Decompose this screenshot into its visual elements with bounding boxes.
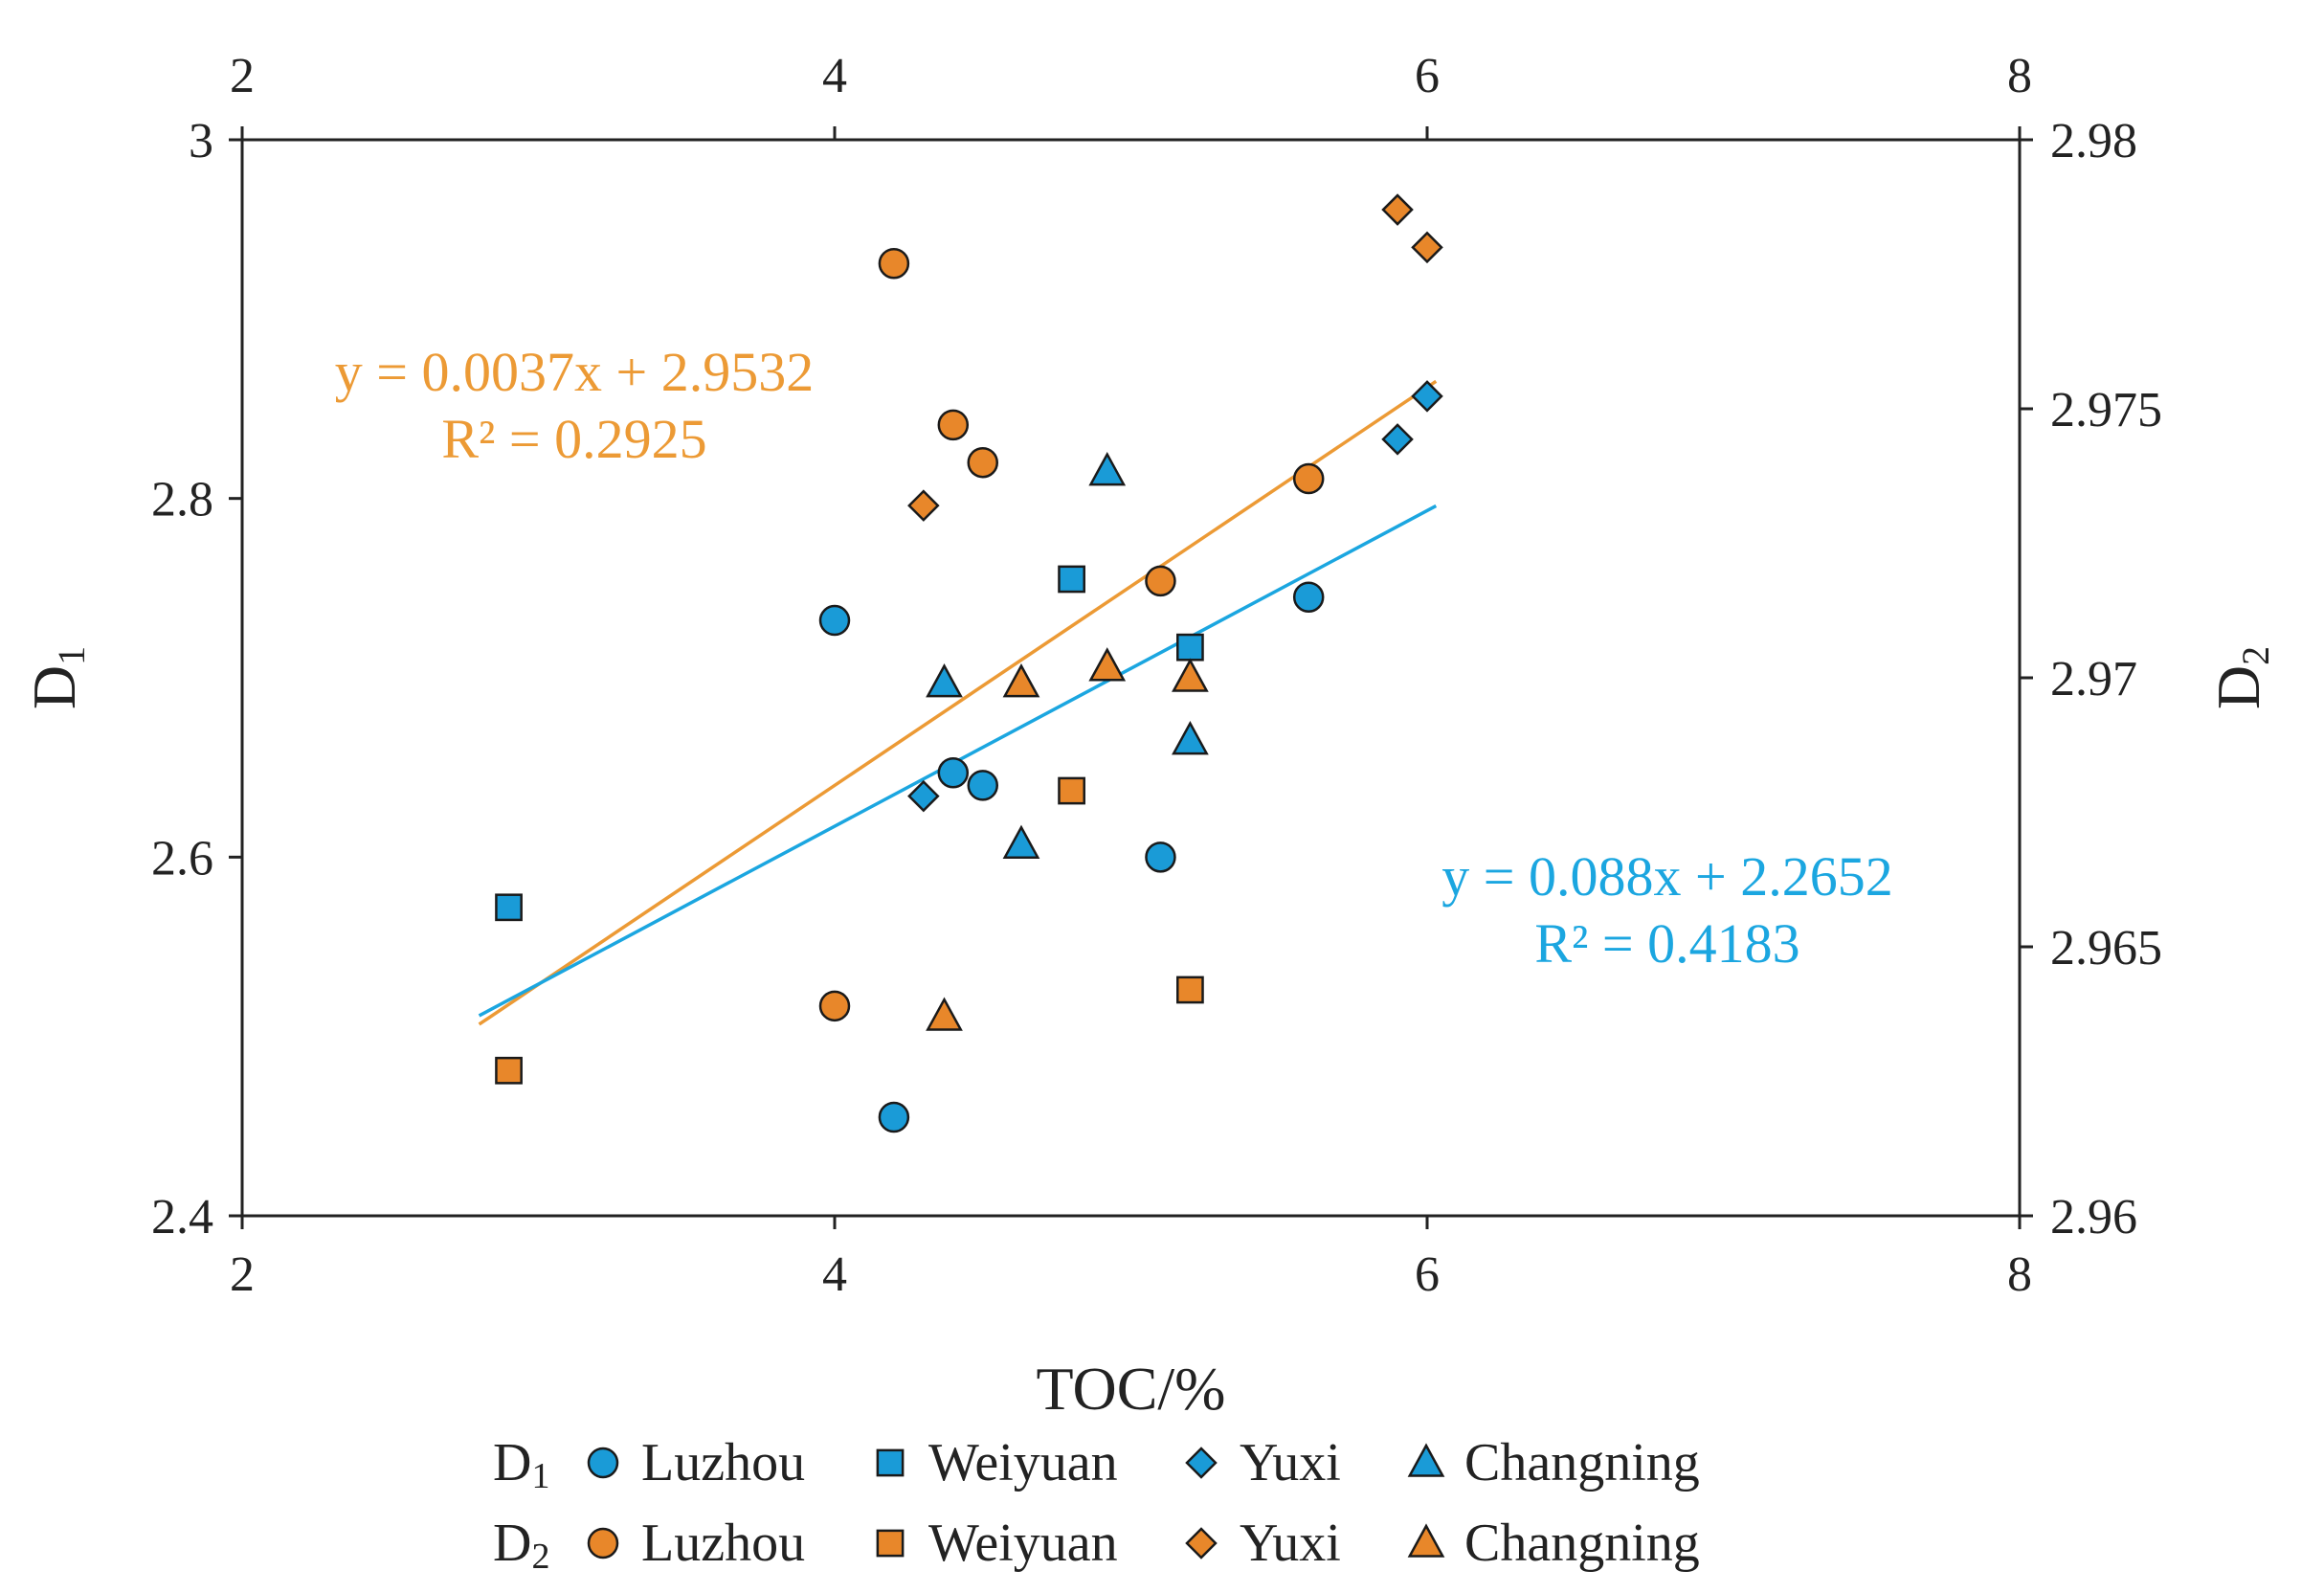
legend-marker-triangle — [1407, 1523, 1445, 1558]
point-d2-luzhou — [878, 248, 910, 280]
legend-item-label: Luzhou — [641, 1433, 805, 1492]
point-d2-luzhou — [937, 409, 970, 441]
point-d2-luzhou — [967, 446, 998, 479]
point-d2-yuxi — [1381, 193, 1414, 226]
point-d2-luzhou — [1145, 565, 1176, 597]
trend-equation-d2: y = 0.0037x + 2.9532 — [335, 341, 814, 403]
legend-marker-triangle — [1407, 1443, 1445, 1477]
point-d1-luzhou — [937, 757, 970, 789]
point-d2-yuxi — [1411, 231, 1443, 264]
y-left-axis-title-main: D — [20, 665, 88, 709]
point-d2-changning — [926, 997, 963, 1031]
legend-row-label: D1 — [493, 1433, 549, 1496]
legend-row-label: D2 — [493, 1514, 549, 1577]
trendline-d2 — [478, 379, 1438, 1026]
point-d1-weiyuan — [1058, 565, 1085, 594]
y-left-tick-label: 2.6 — [151, 831, 213, 886]
point-d2-changning — [1088, 647, 1127, 682]
legend-item-label: Weiyuan — [928, 1433, 1118, 1492]
point-d1-luzhou — [967, 770, 998, 801]
y-right-axis-title-sub: 2 — [2234, 646, 2277, 665]
y-left-axis-title: D1 — [20, 646, 93, 709]
point-d2-weiyuan — [495, 1056, 523, 1085]
legend-item-label: Luzhou — [641, 1514, 805, 1573]
point-d1-yuxi — [907, 779, 940, 813]
point-d1-yuxi — [1381, 423, 1414, 456]
legend-item-label: Yuxi — [1240, 1514, 1341, 1573]
x-tick-label-bottom: 6 — [1415, 1247, 1440, 1302]
point-d1-yuxi — [1411, 380, 1443, 413]
point-d2-yuxi — [907, 489, 940, 522]
y-right-axis-title-main: D — [2204, 665, 2272, 709]
legend-row-label-main: D — [493, 1433, 531, 1492]
legend-marker-square — [876, 1529, 905, 1558]
data-points — [495, 193, 1443, 1133]
point-d1-changning — [1002, 824, 1040, 859]
y-right-axis-title: D2 — [2204, 646, 2277, 709]
point-d1-weiyuan — [495, 893, 523, 922]
y-right-tick-label: 2.97 — [2050, 652, 2137, 707]
point-d1-luzhou — [818, 604, 851, 637]
legend-marker-square — [876, 1448, 905, 1477]
point-d2-changning — [1002, 663, 1040, 698]
point-d1-changning — [1172, 720, 1209, 755]
axis-labels: 2 2 4 4 6 6 8 8 2.4 2.6 2.8 3 2.96 2.965 2.97 2.975 2.98… — [20, 49, 2277, 1423]
y-right-tick-label: 2.96 — [2050, 1190, 2137, 1245]
legend-row-label-sub: 1 — [531, 1456, 549, 1496]
point-d1-weiyuan — [1176, 633, 1204, 662]
plot-frame — [229, 126, 2033, 1229]
x-tick-label-top: 6 — [1415, 49, 1440, 103]
y-left-tick-label: 3 — [189, 114, 213, 168]
point-d2-luzhou — [818, 990, 851, 1022]
x-tick-label-top: 8 — [2007, 49, 2032, 103]
legend-item-label: Yuxi — [1240, 1433, 1341, 1492]
y-left-tick-label: 2.4 — [151, 1190, 213, 1245]
y-right-tick-label: 2.975 — [2050, 383, 2162, 438]
legend-marker-circle — [587, 1527, 619, 1559]
y-right-tick-label: 2.98 — [2050, 114, 2137, 168]
x-tick-label-bottom: 4 — [822, 1247, 847, 1302]
legend-marker-diamond — [1185, 1447, 1218, 1479]
trend-equation-d1: y = 0.088x + 2.2652 — [1441, 845, 1892, 908]
legend-marker-diamond — [1185, 1527, 1218, 1559]
x-tick-label-top: 4 — [822, 49, 847, 103]
x-tick-label-bottom: 2 — [230, 1247, 255, 1302]
point-d1-luzhou — [1145, 841, 1176, 873]
point-d2-luzhou — [1292, 462, 1325, 495]
x-axis-title: TOC/% — [1037, 1355, 1226, 1423]
y-left-axis-title-sub: 1 — [50, 646, 93, 665]
y-left-tick-label: 2.8 — [151, 473, 213, 527]
point-d2-weiyuan — [1176, 976, 1204, 1004]
legend-item-label: Changning — [1464, 1514, 1700, 1573]
point-d1-changning — [926, 663, 963, 698]
legend-row-label-sub: 2 — [531, 1537, 549, 1577]
legend-row-label-main: D — [493, 1514, 531, 1573]
legend-item-label: Weiyuan — [928, 1514, 1118, 1573]
x-tick-label-top: 2 — [230, 49, 255, 103]
trend-r2-d2: R² = 0.2925 — [441, 408, 706, 470]
point-d2-changning — [1172, 658, 1209, 692]
point-d1-luzhou — [878, 1101, 910, 1133]
y-right-tick-label: 2.965 — [2050, 921, 2162, 976]
legend-marker-circle — [587, 1447, 619, 1479]
point-d1-luzhou — [1292, 581, 1325, 613]
x-tick-label-bottom: 8 — [2007, 1247, 2032, 1302]
trend-r2-d1: R² = 0.4183 — [1534, 912, 1799, 975]
legend-item-label: Changning — [1464, 1433, 1700, 1492]
point-d1-changning — [1088, 451, 1127, 486]
point-d2-weiyuan — [1058, 776, 1085, 805]
